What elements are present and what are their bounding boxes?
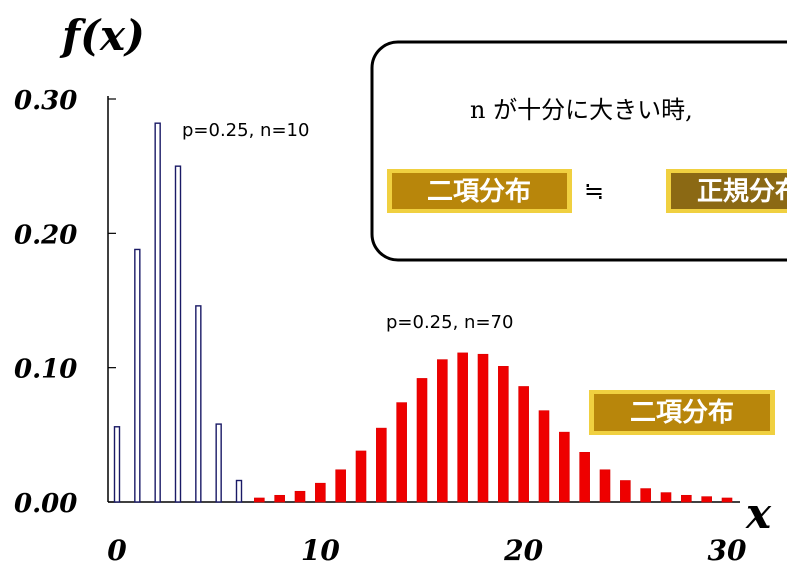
bar-series1-x8 bbox=[274, 494, 285, 503]
bar-series0-x1 bbox=[134, 248, 141, 503]
bar-series1-x20 bbox=[518, 386, 529, 503]
bars-group bbox=[113, 122, 733, 503]
bar-series1-x14 bbox=[396, 402, 407, 503]
y-tick-label: 0.00 bbox=[14, 489, 77, 519]
y-tick-label: 0.30 bbox=[14, 86, 77, 116]
callout-frame bbox=[370, 40, 787, 262]
bar-series0-x4 bbox=[195, 305, 202, 503]
bar-series1-x17 bbox=[457, 352, 468, 503]
x-tick-label: 0 bbox=[107, 534, 127, 567]
bar-series1-x12 bbox=[355, 450, 367, 503]
y-ticks: 0.00 0.10 0.20 0.30 bbox=[14, 86, 116, 519]
y-tick-label: 0.10 bbox=[14, 355, 77, 385]
side-badge: 二項分布 bbox=[589, 390, 775, 435]
series-label-n10: p=0.25, n=10 bbox=[182, 120, 309, 141]
x-tick-label: 30 bbox=[708, 534, 747, 567]
bar-series1-x25 bbox=[620, 480, 631, 503]
bar-series1-x10 bbox=[315, 482, 326, 503]
bar-series1-x26 bbox=[640, 488, 651, 503]
bar-series0-x6 bbox=[235, 479, 243, 503]
x-ticks: 0 10 20 30 bbox=[107, 534, 747, 567]
bar-series1-x28 bbox=[681, 494, 692, 503]
series-label-n70: p=0.25, n=70 bbox=[386, 312, 513, 333]
bar-series1-x23 bbox=[579, 451, 590, 503]
x-axis-label: x bbox=[745, 489, 772, 538]
bar-series1-x11 bbox=[335, 469, 346, 503]
side-badge-text: 二項分布 bbox=[630, 398, 734, 428]
callout-left-badge-text: 二項分布 bbox=[427, 177, 531, 207]
bar-series1-x22 bbox=[559, 431, 570, 503]
bar-series1-x24 bbox=[599, 469, 611, 503]
bar-series1-x18 bbox=[477, 353, 489, 503]
x-tick-label: 10 bbox=[301, 534, 340, 567]
callout-box: n が十分に大きい時, 二項分布 ≒ 正規分布 bbox=[370, 40, 787, 262]
bar-series0-x0 bbox=[113, 426, 121, 503]
bar-series1-x30 bbox=[721, 497, 733, 503]
bar-series1-x16 bbox=[437, 359, 448, 503]
y-tick-label: 0.20 bbox=[14, 220, 77, 250]
bar-series1-x19 bbox=[498, 366, 509, 503]
callout-right-badge: 正規分布 bbox=[666, 169, 787, 213]
bar-series1-x13 bbox=[376, 427, 387, 503]
bar-series1-x21 bbox=[538, 410, 550, 503]
approx-symbol: ≒ bbox=[584, 177, 604, 205]
bar-series0-x5 bbox=[215, 423, 222, 503]
x-tick-label: 20 bbox=[503, 534, 543, 567]
callout-text: n が十分に大きい時, bbox=[470, 96, 693, 124]
bar-series1-x15 bbox=[416, 378, 428, 503]
bar-series1-x9 bbox=[294, 490, 306, 503]
bar-series1-x27 bbox=[660, 492, 672, 503]
y-axis-title: f(x) bbox=[59, 11, 145, 60]
bar-series0-x3 bbox=[174, 165, 182, 503]
bar-series1-x7 bbox=[254, 497, 265, 503]
callout-right-badge-text: 正規分布 bbox=[697, 177, 787, 207]
bar-series1-x29 bbox=[701, 496, 712, 503]
bar-series0-x2 bbox=[154, 122, 161, 503]
callout-left-badge: 二項分布 bbox=[387, 169, 572, 213]
